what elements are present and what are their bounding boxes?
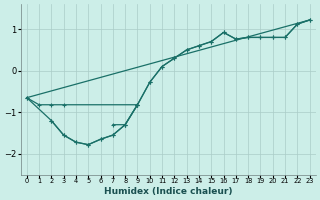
X-axis label: Humidex (Indice chaleur): Humidex (Indice chaleur) [104,187,232,196]
